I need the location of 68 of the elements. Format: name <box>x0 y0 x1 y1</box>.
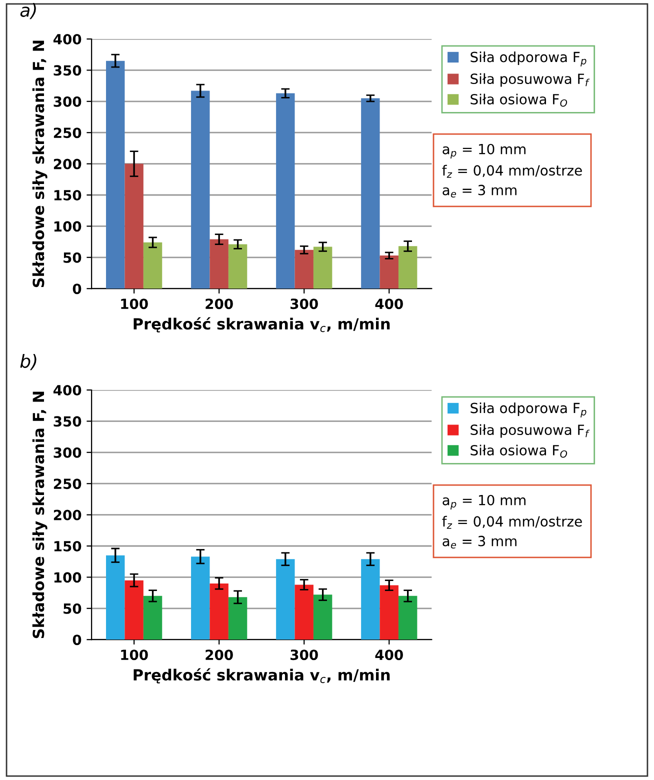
text: a$_{p}$ = 10 mm <box>442 494 526 510</box>
y-tick-label: 150 <box>54 540 82 552</box>
bar <box>361 559 380 640</box>
bar <box>398 596 418 640</box>
x-tick-label: 200 <box>206 650 233 660</box>
y-tick-label: 300 <box>54 96 82 107</box>
bar <box>294 250 314 289</box>
x-tick-label: 100 <box>121 298 148 310</box>
bar <box>124 164 144 289</box>
y-tick-label: 350 <box>54 416 82 427</box>
bar <box>106 60 125 289</box>
x-tick-label: 400 <box>375 650 403 660</box>
bar <box>228 244 248 289</box>
text: f$_{z}$ = 0,04 mm/ostrze <box>442 516 582 529</box>
y-tick-label: 200 <box>54 510 82 520</box>
bar <box>361 98 380 289</box>
bar <box>106 555 125 640</box>
bar <box>228 597 248 640</box>
text: a$_{p}$ = 10 mm <box>442 144 526 158</box>
bar <box>276 93 295 289</box>
legend-label: Siła odporowa F$_{p}$ <box>470 52 586 66</box>
y-tick-label: 400 <box>53 34 82 44</box>
bar <box>276 559 295 640</box>
y-tick-label: 400 <box>53 384 82 396</box>
bar <box>380 256 398 289</box>
bar <box>313 594 332 640</box>
legend-label: Siła posuwowa F$_{f}$ <box>470 73 590 87</box>
bar <box>313 246 332 289</box>
bar <box>380 585 398 640</box>
y-tick-label: 150 <box>54 190 82 200</box>
bar <box>191 556 210 640</box>
y-tick-label: 100 <box>54 221 82 232</box>
text: a$_{e}$ = 3 mm <box>442 536 516 549</box>
y-tick-label: 50 <box>64 252 82 263</box>
y-tick-label: 250 <box>54 478 82 490</box>
y-axis-title: Składowe siły skrawania F, N <box>32 40 48 288</box>
y-tick-label: 350 <box>54 65 82 76</box>
x-axis-title: Prędkość skrawania v$_{c}$, m/min <box>134 317 390 332</box>
bar <box>210 583 228 640</box>
legend-label: Siła odporowa F$_{p}$ <box>470 402 586 418</box>
bar <box>294 584 314 640</box>
y-tick-label: 100 <box>54 572 82 583</box>
x-tick-label: 200 <box>206 298 233 310</box>
bar <box>124 580 144 640</box>
legend-label: Siła posuwowa F$_{f}$ <box>470 424 590 438</box>
bar <box>143 596 162 640</box>
y-tick-label: 200 <box>54 158 82 170</box>
bar <box>191 90 210 289</box>
y-tick-label: 250 <box>54 128 82 138</box>
chart-title: b) <box>20 354 36 370</box>
x-axis-title: Prędkość skrawania v$_{c}$, m/min <box>134 668 390 684</box>
x-tick-label: 100 <box>121 650 148 660</box>
x-tick-label: 300 <box>290 298 318 310</box>
y-tick-label: 300 <box>54 447 82 458</box>
legend-label: Siła osiowa F$_{O}$ <box>470 94 568 107</box>
text: f$_{z}$ = 0,04 mm/ostrze <box>442 164 582 178</box>
y-tick-label: 0 <box>72 284 82 294</box>
bar <box>398 246 418 289</box>
y-axis-title: Składowe siły skrawania F, N <box>32 392 48 638</box>
x-tick-label: 400 <box>375 298 403 310</box>
y-tick-label: 50 <box>64 603 82 614</box>
text: a$_{e}$ = 3 mm <box>442 184 516 198</box>
x-tick-label: 300 <box>290 650 318 660</box>
bar <box>143 242 162 289</box>
bar <box>210 239 228 289</box>
y-tick-label: 0 <box>72 634 82 646</box>
chart-title: a) <box>20 2 36 20</box>
legend-label: Siła osiowa F$_{O}$ <box>470 444 568 458</box>
